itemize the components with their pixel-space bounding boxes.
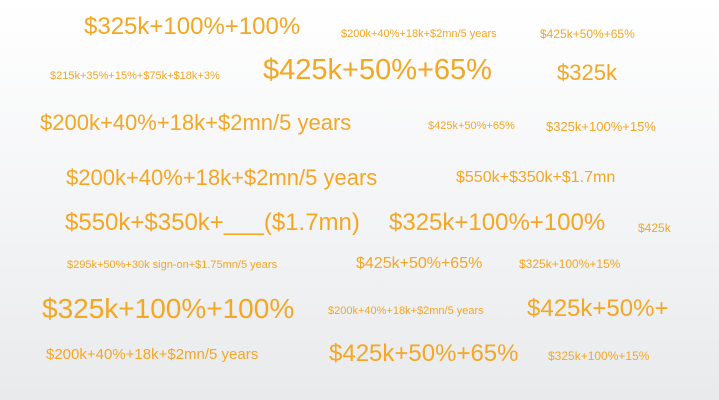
cloud-word: $325k+100%+15% [546, 119, 656, 134]
cloud-word: $325k [557, 60, 617, 85]
cloud-word: $215k+35%+15%+$75k+$18k+3% [50, 70, 220, 82]
cloud-word: $325k+100%+100% [42, 293, 295, 324]
cloud-word: $425k+50%+65% [329, 340, 519, 367]
cloud-word: $200k+40%+18k+$2mn/5 years [46, 346, 259, 363]
cloud-word: $200k+40%+18k+$2mn/5 years [66, 165, 378, 190]
cloud-word: $200k+40%+18k+$2mn/5 years [341, 28, 497, 40]
cloud-word: $425k+50%+ [527, 295, 669, 322]
cloud-word: $295k+50%+30k sign-on+$1.75mn/5 years [67, 259, 278, 271]
cloud-word: $325k+100%+100% [389, 209, 606, 236]
cloud-word: $325k+100%+15% [519, 257, 621, 271]
cloud-word: $425k+50%+65% [540, 27, 635, 41]
cloud-word: $425k+50%+65% [428, 120, 515, 132]
cloud-word: $200k+40%+18k+$2mn/5 years [40, 110, 352, 135]
cloud-word: $325k+100%+100% [84, 13, 301, 40]
cloud-word: $200k+40%+18k+$2mn/5 years [328, 305, 484, 317]
cloud-word: $550k+$350k+___($1.7mn) [65, 209, 360, 236]
cloud-word: $425k+50%+65% [263, 54, 492, 86]
cloud-word: $325k+100%+15% [548, 349, 650, 363]
cloud-word: $425k [638, 221, 671, 235]
cloud-word: $425k+50%+65% [356, 255, 483, 272]
cloud-word: $550k+$350k+$1.7mn [456, 169, 616, 186]
